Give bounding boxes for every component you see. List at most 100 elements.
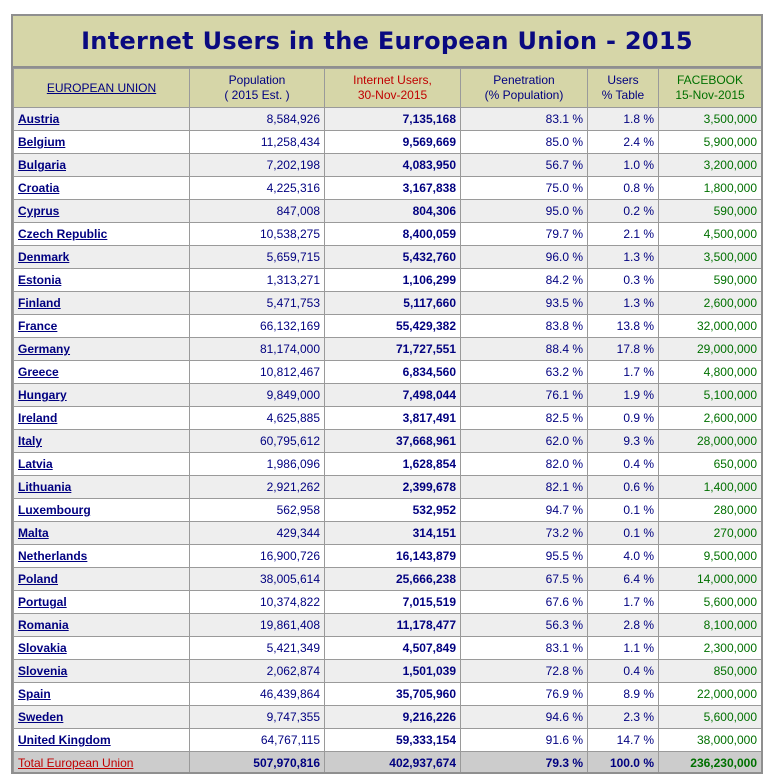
table-row: Denmark 5,659,715 5,432,760 96.0 % 1.3 % 3,50…: [13, 245, 761, 269]
penetration-cell: 84.2 %: [460, 268, 588, 292]
table-row: Spain 46,439,864 35,705,960 76.9 % 8.9 % 22,0…: [13, 682, 761, 706]
facebook-cell: 38,000,000: [658, 728, 761, 752]
country-link[interactable]: Austria: [13, 107, 190, 131]
country-link[interactable]: Hungary: [13, 383, 190, 407]
country-link[interactable]: Slovenia: [13, 659, 190, 683]
country-link[interactable]: Czech Republic: [13, 222, 190, 246]
country-link[interactable]: Belgium: [13, 130, 190, 154]
penetration-cell: 95.5 %: [460, 544, 588, 568]
country-link[interactable]: France: [13, 314, 190, 338]
facebook-cell: 3,500,000: [658, 107, 761, 131]
table-row: Belgium 11,258,434 9,569,669 85.0 % 2.4 % 5,9…: [13, 130, 761, 154]
table-row: France 66,132,169 55,429,382 83.8 % 13.8 % 32…: [13, 314, 761, 338]
country-link[interactable]: Estonia: [13, 268, 190, 292]
facebook-cell: 4,500,000: [658, 222, 761, 246]
users-percent-cell: 17.8 %: [587, 337, 659, 361]
penetration-cell: 83.1 %: [460, 636, 588, 660]
facebook-cell: 590,000: [658, 199, 761, 223]
population-cell: 562,958: [189, 498, 325, 522]
table-row: Estonia 1,313,271 1,106,299 84.2 % 0.3 % 590,…: [13, 268, 761, 292]
population-cell: 9,849,000: [189, 383, 325, 407]
country-link[interactable]: Luxembourg: [13, 498, 190, 522]
internet-users-cell: 4,083,950: [324, 153, 461, 177]
country-link[interactable]: Italy: [13, 429, 190, 453]
country-link[interactable]: Greece: [13, 360, 190, 384]
internet-users-cell: 3,167,838: [324, 176, 461, 200]
penetration-cell: 83.1 %: [460, 107, 588, 131]
users-percent-cell: 2.3 %: [587, 705, 659, 729]
penetration-cell: 96.0 %: [460, 245, 588, 269]
users-percent-cell: 0.4 %: [587, 452, 659, 476]
facebook-cell: 590,000: [658, 268, 761, 292]
country-link[interactable]: Spain: [13, 682, 190, 706]
users-percent-cell: 6.4 %: [587, 567, 659, 591]
country-link[interactable]: Slovakia: [13, 636, 190, 660]
users-percent-cell: 0.8 %: [587, 176, 659, 200]
internet-users-cell: 3,817,491: [324, 406, 461, 430]
users-percent-cell: 0.6 %: [587, 475, 659, 499]
country-link[interactable]: Croatia: [13, 176, 190, 200]
population-cell: 847,008: [189, 199, 325, 223]
country-link[interactable]: Ireland: [13, 406, 190, 430]
facebook-cell: 1,800,000: [658, 176, 761, 200]
population-cell: 5,421,349: [189, 636, 325, 660]
users-percent-cell: 1.7 %: [587, 360, 659, 384]
country-link[interactable]: Malta: [13, 521, 190, 545]
country-link[interactable]: Poland: [13, 567, 190, 591]
penetration-cell: 67.5 %: [460, 567, 588, 591]
population-cell: 16,900,726: [189, 544, 325, 568]
internet-users-cell: 7,015,519: [324, 590, 461, 614]
country-link[interactable]: Lithuania: [13, 475, 190, 499]
users-percent-cell: 1.1 %: [587, 636, 659, 660]
penetration-cell: 56.3 %: [460, 613, 588, 637]
population-cell: 19,861,408: [189, 613, 325, 637]
population-cell: 81,174,000: [189, 337, 325, 361]
country-link[interactable]: Finland: [13, 291, 190, 315]
table-row: Sweden 9,747,355 9,216,226 94.6 % 2.3 % 5,600…: [13, 705, 761, 729]
users-percent-cell: 1.9 %: [587, 383, 659, 407]
penetration-cell: 82.0 %: [460, 452, 588, 476]
country-link[interactable]: Portugal: [13, 590, 190, 614]
penetration-cell: 56.7 %: [460, 153, 588, 177]
country-link[interactable]: Cyprus: [13, 199, 190, 223]
facebook-cell: 28,000,000: [658, 429, 761, 453]
facebook-cell: 8,100,000: [658, 613, 761, 637]
table-row: Portugal 10,374,822 7,015,519 67.6 % 1.7 % 5,…: [13, 590, 761, 614]
total-country-link[interactable]: Total European Union: [13, 751, 190, 772]
users-percent-cell: 1.3 %: [587, 291, 659, 315]
facebook-cell: 9,500,000: [658, 544, 761, 568]
internet-users-cell: 8,400,059: [324, 222, 461, 246]
penetration-cell: 85.0 %: [460, 130, 588, 154]
country-link[interactable]: Germany: [13, 337, 190, 361]
population-cell: 2,921,262: [189, 475, 325, 499]
users-percent-cell: 100.0 %: [587, 751, 659, 772]
facebook-cell: 3,500,000: [658, 245, 761, 269]
country-link[interactable]: Romania: [13, 613, 190, 637]
internet-users-cell: 7,135,168: [324, 107, 461, 131]
table-row: Slovakia 5,421,349 4,507,849 83.1 % 1.1 % 2,3…: [13, 636, 761, 660]
country-link[interactable]: Sweden: [13, 705, 190, 729]
users-percent-cell: 1.0 %: [587, 153, 659, 177]
header-country-link[interactable]: EUROPEAN UNION: [13, 68, 190, 108]
country-link[interactable]: Latvia: [13, 452, 190, 476]
header-penetration: Penetration (% Population): [460, 68, 588, 108]
table-row: Germany 81,174,000 71,727,551 88.4 % 17.8 % 2…: [13, 337, 761, 361]
internet-users-cell: 804,306: [324, 199, 461, 223]
users-percent-cell: 8.9 %: [587, 682, 659, 706]
users-percent-cell: 2.8 %: [587, 613, 659, 637]
facebook-cell: 2,600,000: [658, 406, 761, 430]
table-row: Greece 10,812,467 6,834,560 63.2 % 1.7 % 4,80…: [13, 360, 761, 384]
table-row: United Kingdom 64,767,115 59,333,154 91.6 %…: [13, 728, 761, 752]
penetration-cell: 88.4 %: [460, 337, 588, 361]
users-percent-cell: 2.1 %: [587, 222, 659, 246]
users-percent-cell: 0.2 %: [587, 199, 659, 223]
country-link[interactable]: Bulgaria: [13, 153, 190, 177]
country-link[interactable]: Denmark: [13, 245, 190, 269]
population-cell: 4,625,885: [189, 406, 325, 430]
users-percent-cell: 1.7 %: [587, 590, 659, 614]
country-link[interactable]: Netherlands: [13, 544, 190, 568]
facebook-cell: 3,200,000: [658, 153, 761, 177]
penetration-cell: 75.0 %: [460, 176, 588, 200]
country-link[interactable]: United Kingdom: [13, 728, 190, 752]
title-bar: Internet Users in the European Union - 2…: [13, 16, 761, 68]
